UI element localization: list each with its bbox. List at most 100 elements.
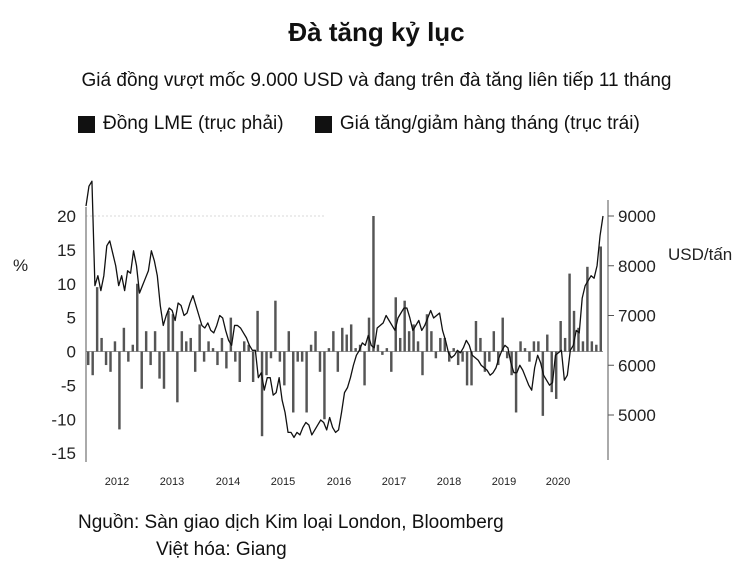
bar [483, 351, 487, 372]
bar [256, 310, 259, 352]
bar [167, 310, 170, 352]
x-axis-tick-label: 2019 [492, 476, 516, 488]
left-axis-tick-label: 10 [57, 275, 76, 294]
right-axis-tick-label: 7000 [618, 307, 656, 326]
bar [104, 351, 108, 366]
bar [550, 351, 553, 393]
bar [528, 351, 531, 362]
bar [581, 341, 585, 352]
bar [189, 337, 192, 352]
bar [131, 344, 135, 352]
left-axis-tick-label: 20 [57, 207, 76, 226]
bar [572, 310, 576, 352]
bar [162, 351, 166, 389]
bar [541, 351, 545, 416]
bar [554, 351, 558, 399]
bar [251, 351, 255, 382]
bar [100, 337, 103, 352]
legend-item-monthly-change: Giá tăng/giảm hàng tháng (trục trái) [314, 113, 640, 135]
bar [300, 351, 304, 362]
right-axis-tick-label: 8000 [618, 257, 656, 276]
bar [198, 324, 201, 352]
bar [153, 331, 157, 352]
bar [470, 351, 473, 386]
right-axis-tick-label: 5000 [618, 406, 656, 425]
bar [158, 351, 161, 379]
bar [202, 351, 206, 362]
bar [305, 351, 308, 413]
bar [91, 351, 94, 376]
legend-swatch-icon [314, 115, 332, 133]
bar [118, 351, 121, 430]
bar [590, 341, 594, 352]
bar [180, 331, 184, 352]
footer: Nguồn: Sàn giao dịch Kim loại London, Bl… [78, 509, 504, 563]
bar [448, 351, 451, 362]
bar [113, 341, 117, 352]
bar [292, 351, 295, 413]
bar [136, 283, 139, 352]
legend-label-monthly-change: Giá tăng/giảm hàng tháng (trục trái) [339, 113, 640, 134]
bar [336, 351, 340, 372]
bar [443, 337, 446, 352]
x-axis-tick-label: 2015 [271, 476, 295, 488]
bar [220, 337, 224, 352]
bar [537, 341, 540, 352]
bar [412, 324, 415, 352]
bar [398, 337, 402, 352]
bar [385, 348, 389, 352]
bar [439, 337, 442, 352]
bar [193, 351, 197, 372]
bar [341, 327, 344, 352]
bar [265, 351, 268, 376]
right-axis-label: USD/tấn [668, 245, 732, 264]
bar [238, 351, 241, 382]
bar [421, 351, 424, 376]
bar [229, 317, 233, 352]
bar [296, 351, 299, 362]
bar [314, 331, 317, 352]
series-line-copper [85, 180, 604, 439]
bar [461, 351, 464, 362]
bar [349, 324, 353, 352]
left-axis-tick-label: 5 [67, 309, 76, 328]
bar [595, 344, 598, 352]
bar [109, 351, 112, 372]
bar [563, 337, 567, 352]
left-axis-tick-label: -5 [61, 376, 76, 395]
x-axis-tick-label: 2016 [327, 476, 351, 488]
source-note: Nguồn: Sàn giao dịch Kim loại London, Bl… [78, 512, 504, 533]
translation-credit: Việt hóa: Giang [156, 539, 287, 560]
bar [149, 351, 152, 366]
bar [87, 351, 90, 366]
bar [505, 351, 509, 359]
bar [354, 348, 357, 352]
bar [492, 331, 496, 352]
bar [474, 321, 478, 352]
bar [185, 341, 188, 352]
bar [434, 351, 438, 359]
bar [599, 246, 602, 352]
bar [559, 321, 562, 352]
bar [260, 351, 264, 437]
bar [225, 351, 228, 369]
left-axis-tick-label: 15 [57, 241, 76, 260]
bar [283, 351, 286, 386]
bar [269, 351, 273, 359]
bar [586, 266, 589, 352]
x-axis-tick-label: 2014 [216, 476, 240, 488]
bar [519, 341, 522, 352]
bar [327, 348, 331, 352]
bar [416, 341, 420, 352]
bar [309, 344, 313, 352]
bar [465, 351, 469, 386]
x-axis-tick-label: 2018 [437, 476, 461, 488]
x-axis-tick-label: 2013 [160, 476, 184, 488]
bar [345, 334, 348, 352]
bar [381, 351, 384, 355]
bar [171, 314, 175, 352]
legend-label-copper: Đồng LME (trục phải) [103, 113, 284, 134]
chart-title: Đà tăng kỷ lục [288, 17, 465, 47]
bar [318, 351, 322, 372]
left-axis-label: % [13, 256, 28, 275]
